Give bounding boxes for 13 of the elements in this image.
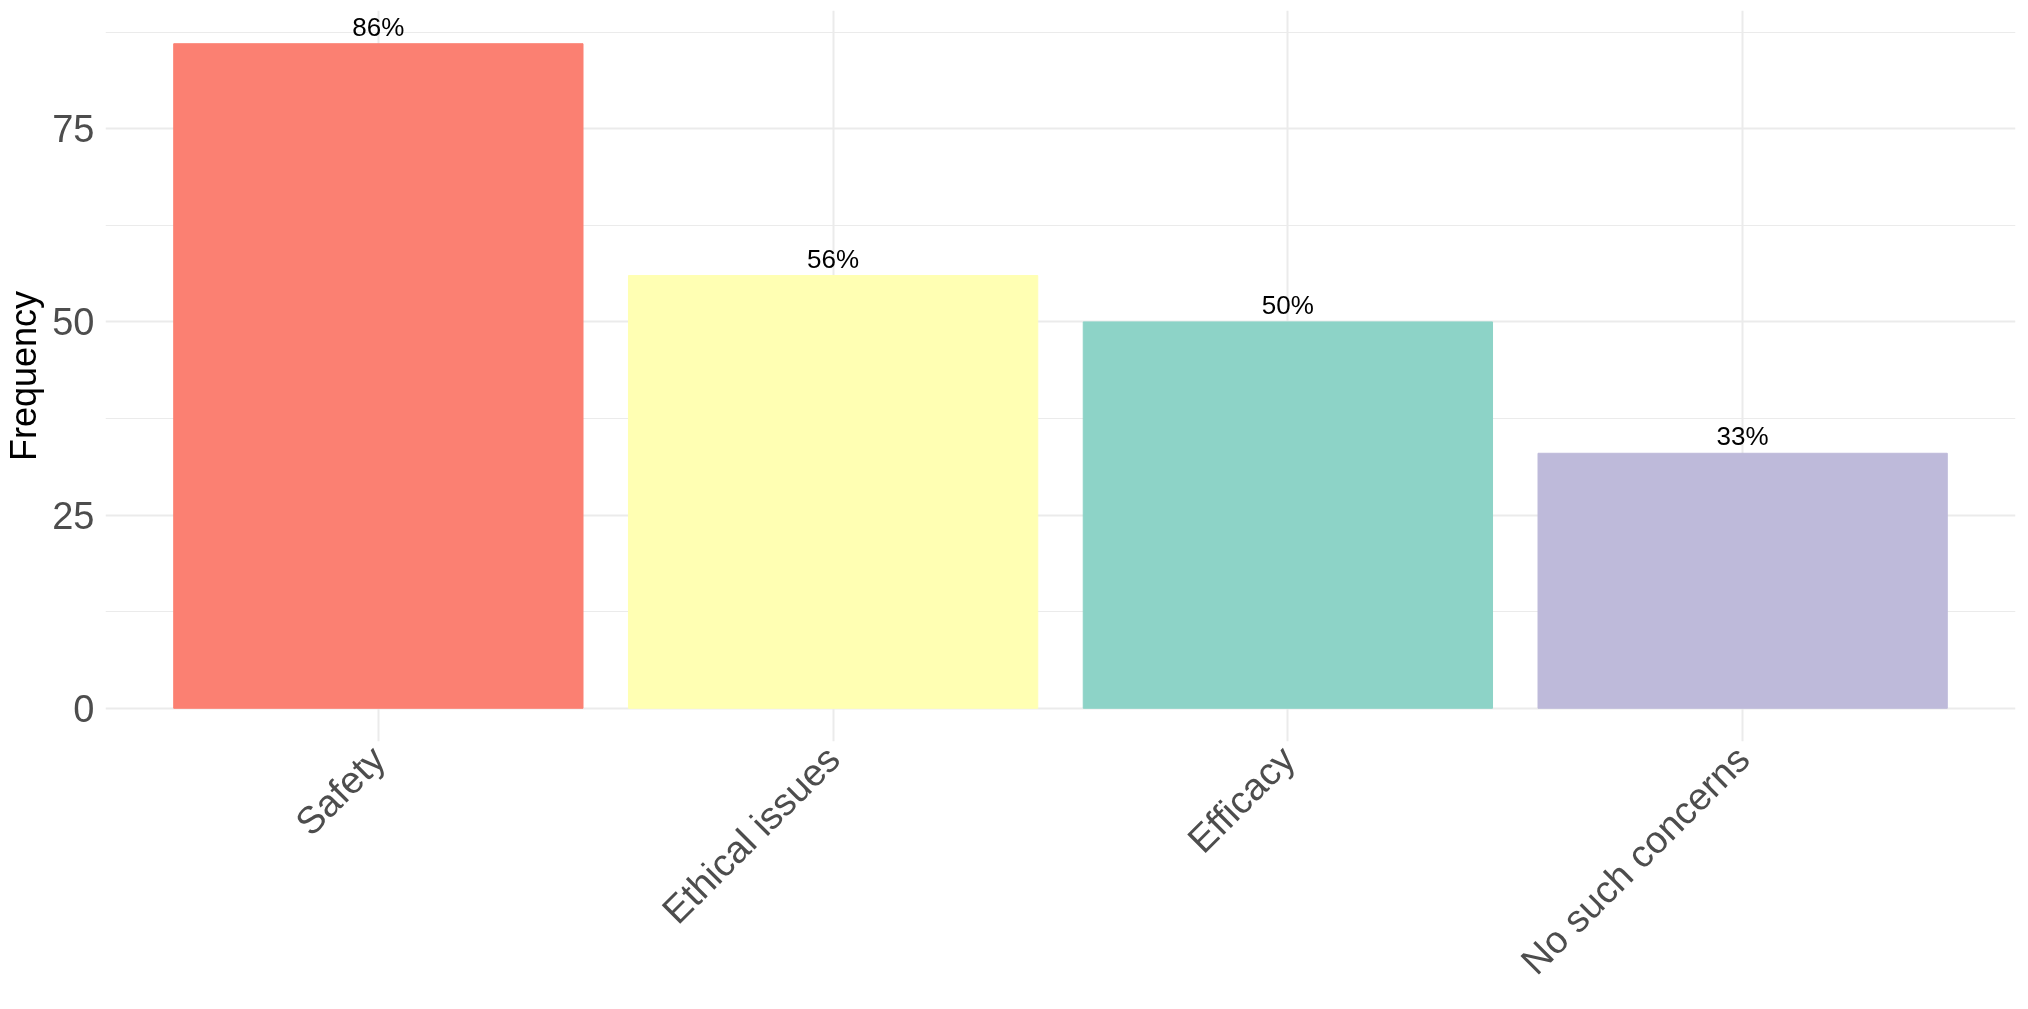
- y-tick-label: 0: [73, 687, 95, 730]
- data-label: 50%: [1261, 289, 1314, 320]
- bar: [627, 275, 1039, 709]
- data-label: 56%: [807, 243, 860, 274]
- y-axis-title: Frequency: [3, 290, 45, 462]
- bar: [173, 43, 584, 709]
- y-tick-label: 75: [52, 108, 95, 151]
- bar: [1537, 452, 1948, 709]
- bar: [1082, 321, 1494, 709]
- y-tick-label: 50: [52, 301, 95, 344]
- y-tick-label: 25: [52, 494, 95, 537]
- data-label: 86%: [352, 11, 405, 42]
- data-label: 33%: [1716, 421, 1769, 452]
